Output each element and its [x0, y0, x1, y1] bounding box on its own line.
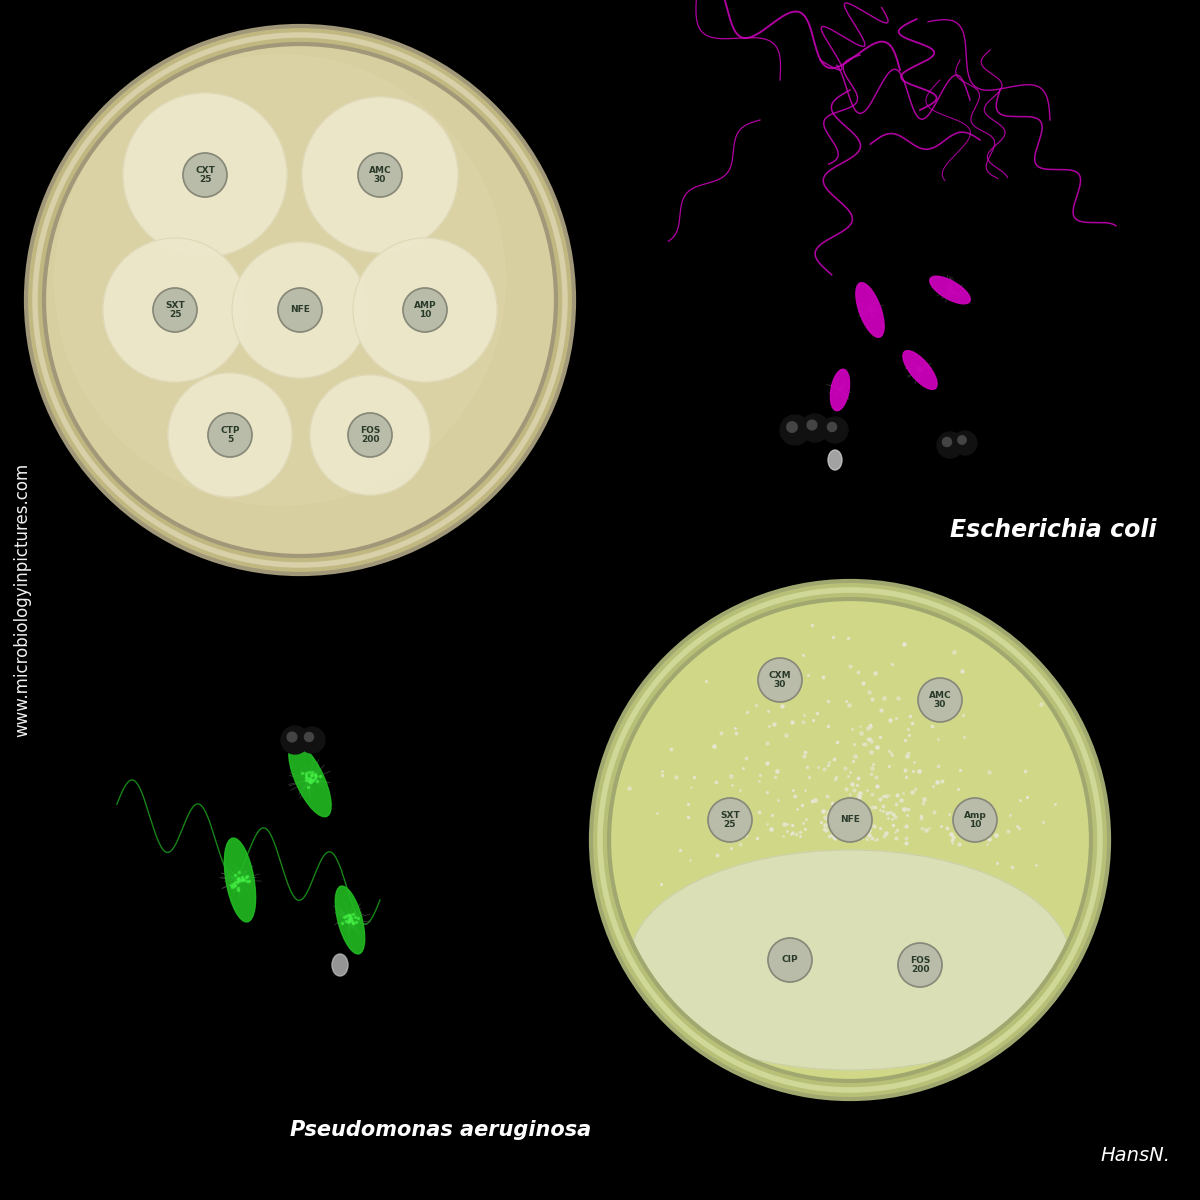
Text: FOS
200: FOS 200: [360, 426, 380, 444]
Circle shape: [278, 288, 322, 332]
Ellipse shape: [224, 838, 256, 922]
Circle shape: [287, 732, 296, 742]
Ellipse shape: [289, 743, 331, 817]
Ellipse shape: [930, 276, 971, 304]
Ellipse shape: [630, 850, 1070, 1070]
Circle shape: [708, 798, 752, 842]
Circle shape: [358, 152, 402, 197]
Circle shape: [953, 431, 977, 455]
Circle shape: [35, 35, 565, 565]
Circle shape: [348, 413, 392, 457]
Circle shape: [942, 438, 952, 446]
Text: Escherichia coli: Escherichia coli: [950, 518, 1157, 542]
Text: FOS
200: FOS 200: [910, 955, 930, 974]
Circle shape: [310, 374, 430, 494]
Text: AMC
30: AMC 30: [368, 166, 391, 185]
Circle shape: [592, 582, 1108, 1098]
Text: CIP: CIP: [781, 955, 798, 965]
Circle shape: [953, 798, 997, 842]
Circle shape: [596, 586, 1104, 1094]
Circle shape: [828, 798, 872, 842]
Circle shape: [31, 31, 569, 569]
Circle shape: [103, 238, 247, 382]
Text: CXT
25: CXT 25: [196, 166, 215, 185]
Circle shape: [600, 590, 1100, 1090]
Text: AMC
30: AMC 30: [929, 691, 952, 709]
Circle shape: [802, 414, 829, 442]
Circle shape: [918, 678, 962, 722]
Text: SXT
25: SXT 25: [166, 301, 185, 319]
Ellipse shape: [332, 954, 348, 976]
Circle shape: [780, 415, 810, 445]
Circle shape: [168, 373, 292, 497]
Text: www.microbiologyinpictures.com: www.microbiologyinpictures.com: [13, 463, 31, 737]
Text: CTP
5: CTP 5: [221, 426, 240, 444]
Circle shape: [787, 421, 797, 432]
Circle shape: [808, 420, 817, 430]
Ellipse shape: [828, 450, 842, 470]
Circle shape: [305, 732, 313, 742]
Circle shape: [898, 943, 942, 986]
Circle shape: [232, 242, 368, 378]
Text: SXT
25: SXT 25: [720, 811, 740, 829]
Ellipse shape: [830, 370, 850, 410]
Circle shape: [124, 92, 287, 257]
Circle shape: [302, 97, 458, 253]
Circle shape: [154, 288, 197, 332]
Circle shape: [353, 238, 497, 382]
Circle shape: [958, 436, 966, 444]
Circle shape: [299, 727, 325, 754]
Circle shape: [182, 152, 227, 197]
Text: Pseudomonas aeruginosa: Pseudomonas aeruginosa: [290, 1120, 592, 1140]
Circle shape: [822, 416, 848, 443]
Text: CXM
30: CXM 30: [769, 671, 791, 689]
Ellipse shape: [856, 283, 884, 337]
Circle shape: [828, 422, 836, 432]
Text: AMP
10: AMP 10: [414, 301, 437, 319]
Text: HansN.: HansN.: [1100, 1146, 1170, 1165]
Circle shape: [55, 55, 505, 505]
Circle shape: [768, 938, 812, 982]
Text: NFE: NFE: [840, 816, 860, 824]
Circle shape: [208, 413, 252, 457]
Ellipse shape: [902, 350, 937, 389]
Text: NFE: NFE: [290, 306, 310, 314]
Circle shape: [758, 658, 802, 702]
Circle shape: [28, 26, 574, 572]
Circle shape: [281, 726, 310, 754]
Circle shape: [403, 288, 446, 332]
Text: Amp
10: Amp 10: [964, 811, 986, 829]
Circle shape: [937, 432, 964, 458]
Ellipse shape: [335, 886, 365, 954]
